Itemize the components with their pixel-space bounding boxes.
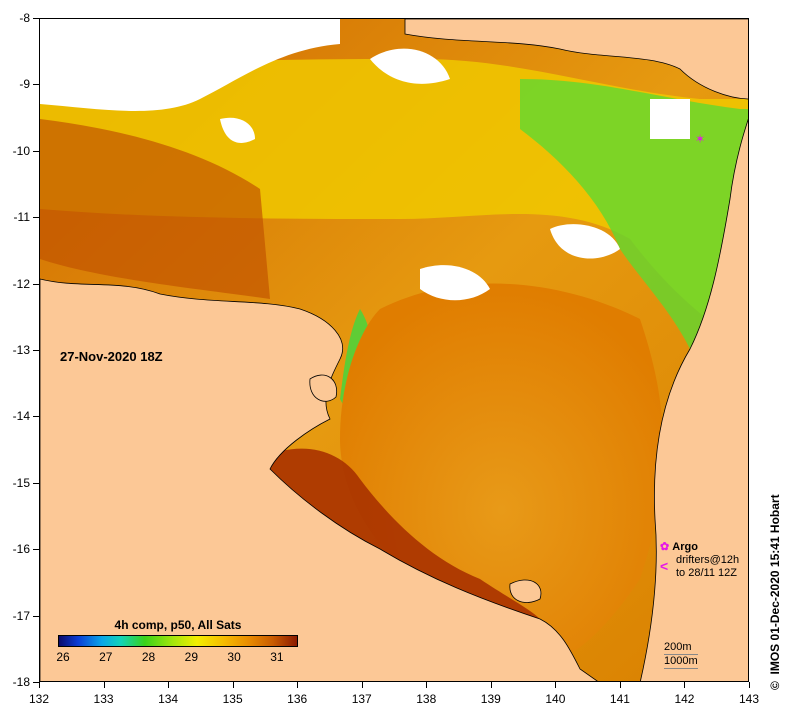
land-cape-york (640, 118, 748, 681)
lon-tick-label: 137 (351, 692, 372, 706)
circle-icon: ✿ (660, 541, 670, 553)
chevron-left-icon: < (660, 558, 669, 574)
colorbar-tick-label: 31 (270, 650, 284, 664)
argo-legend: ✿ Argo < drifters@12h to 28/11 12Z (660, 541, 739, 580)
lon-tick-label: 134 (158, 692, 179, 706)
lon-tick-label: 132 (28, 692, 50, 706)
lon-tick-mark (39, 682, 40, 688)
lat-tick-label: -16 (12, 542, 30, 557)
lat-tick-label: -11 (13, 210, 30, 225)
lon-tick-label: 140 (545, 692, 566, 706)
lon-tick-mark (426, 682, 428, 688)
lon-tick-mark (361, 682, 363, 688)
land-groote-eylandt (309, 374, 338, 402)
date-label: 27-Nov-2020 18Z (60, 349, 163, 364)
argo-label: Argo (672, 541, 698, 553)
lat-tick-mark (33, 18, 39, 19)
lat-tick-mark (33, 482, 39, 484)
lon-tick-mark (490, 682, 492, 688)
lon-tick-mark (749, 682, 750, 688)
drifters-label-line2: to 28/11 12Z (676, 567, 737, 579)
lon-tick-mark (103, 682, 105, 688)
land-wellesley-islands (509, 579, 542, 603)
lon-tick-label: 142 (674, 692, 695, 706)
land-png (404, 19, 748, 100)
drifter-marker: ✶ (695, 132, 705, 146)
lon-tick-label: 135 (222, 692, 243, 706)
lat-tick-label: -13 (12, 343, 30, 357)
colorbar (58, 635, 298, 647)
lon-tick-label: 138 (416, 692, 437, 706)
lat-tick-mark (33, 350, 39, 351)
lon-tick-mark (619, 682, 621, 688)
copyright-icon: © (768, 674, 782, 690)
colorbar-tick-label: 29 (184, 650, 198, 664)
lon-tick-mark (684, 682, 686, 688)
colorbar-labels: 26 27 28 29 30 31 (56, 650, 298, 666)
colorbar-legend: 4h comp, p50, All Sats 26 27 28 29 30 31 (56, 618, 298, 666)
land-northern-territory (40, 278, 598, 681)
lat-tick-label: -17 (12, 608, 30, 623)
lat-tick-label: -12 (12, 276, 30, 291)
cloud-patches (40, 19, 690, 301)
lon-tick-label: 141 (609, 692, 630, 706)
lat-tick-label: -10 (12, 143, 30, 158)
lon-tick-mark (297, 682, 299, 688)
lat-tick-mark (33, 150, 39, 152)
legend-title: 4h comp, p50, All Sats (114, 618, 242, 632)
hot-coastal-strip (260, 448, 540, 631)
colorbar-tick-label: 27 (99, 650, 113, 664)
lat-tick-label: -15 (12, 475, 30, 490)
lon-tick-label: 139 (480, 692, 501, 706)
colorbar-tick-label: 28 (141, 650, 156, 664)
contour-200m-label: 200m (664, 641, 698, 655)
depth-contour-legend: 200m 1000m (664, 641, 698, 669)
lat-tick-label: -18 (12, 675, 30, 689)
lat-tick-mark (33, 84, 39, 86)
lon-tick-mark (555, 682, 557, 688)
drifters-label-line1: drifters@12h (676, 554, 740, 566)
lon-tick-label: 136 (287, 692, 308, 706)
cool-band (520, 79, 748, 349)
credit-label: © IMOS 01-Dec-2020 15:41 Hobart (768, 494, 782, 690)
contour-1000m-label: 1000m (664, 655, 698, 669)
colorbar-tick-label: 30 (227, 650, 241, 664)
lat-tick-mark (33, 682, 39, 683)
colorbar-tick-label: 26 (56, 650, 70, 664)
sst-map-image: ✶ (40, 19, 748, 681)
lon-tick-label: 143 (738, 692, 760, 706)
lat-tick-label: -9 (19, 77, 30, 92)
lat-tick-mark (33, 615, 39, 617)
lat-tick-mark (33, 416, 39, 418)
lat-tick-mark (33, 217, 39, 219)
lat-tick-label: -8 (19, 11, 30, 25)
lon-tick-mark (168, 682, 170, 688)
lat-tick-mark (33, 549, 39, 551)
arafura-warm (40, 119, 270, 299)
lat-tick-label: -14 (12, 409, 30, 424)
sst-map: ✶ (39, 18, 749, 682)
lat-tick-mark (33, 283, 39, 285)
lon-tick-mark (232, 682, 234, 688)
lon-tick-label: 133 (93, 692, 114, 706)
